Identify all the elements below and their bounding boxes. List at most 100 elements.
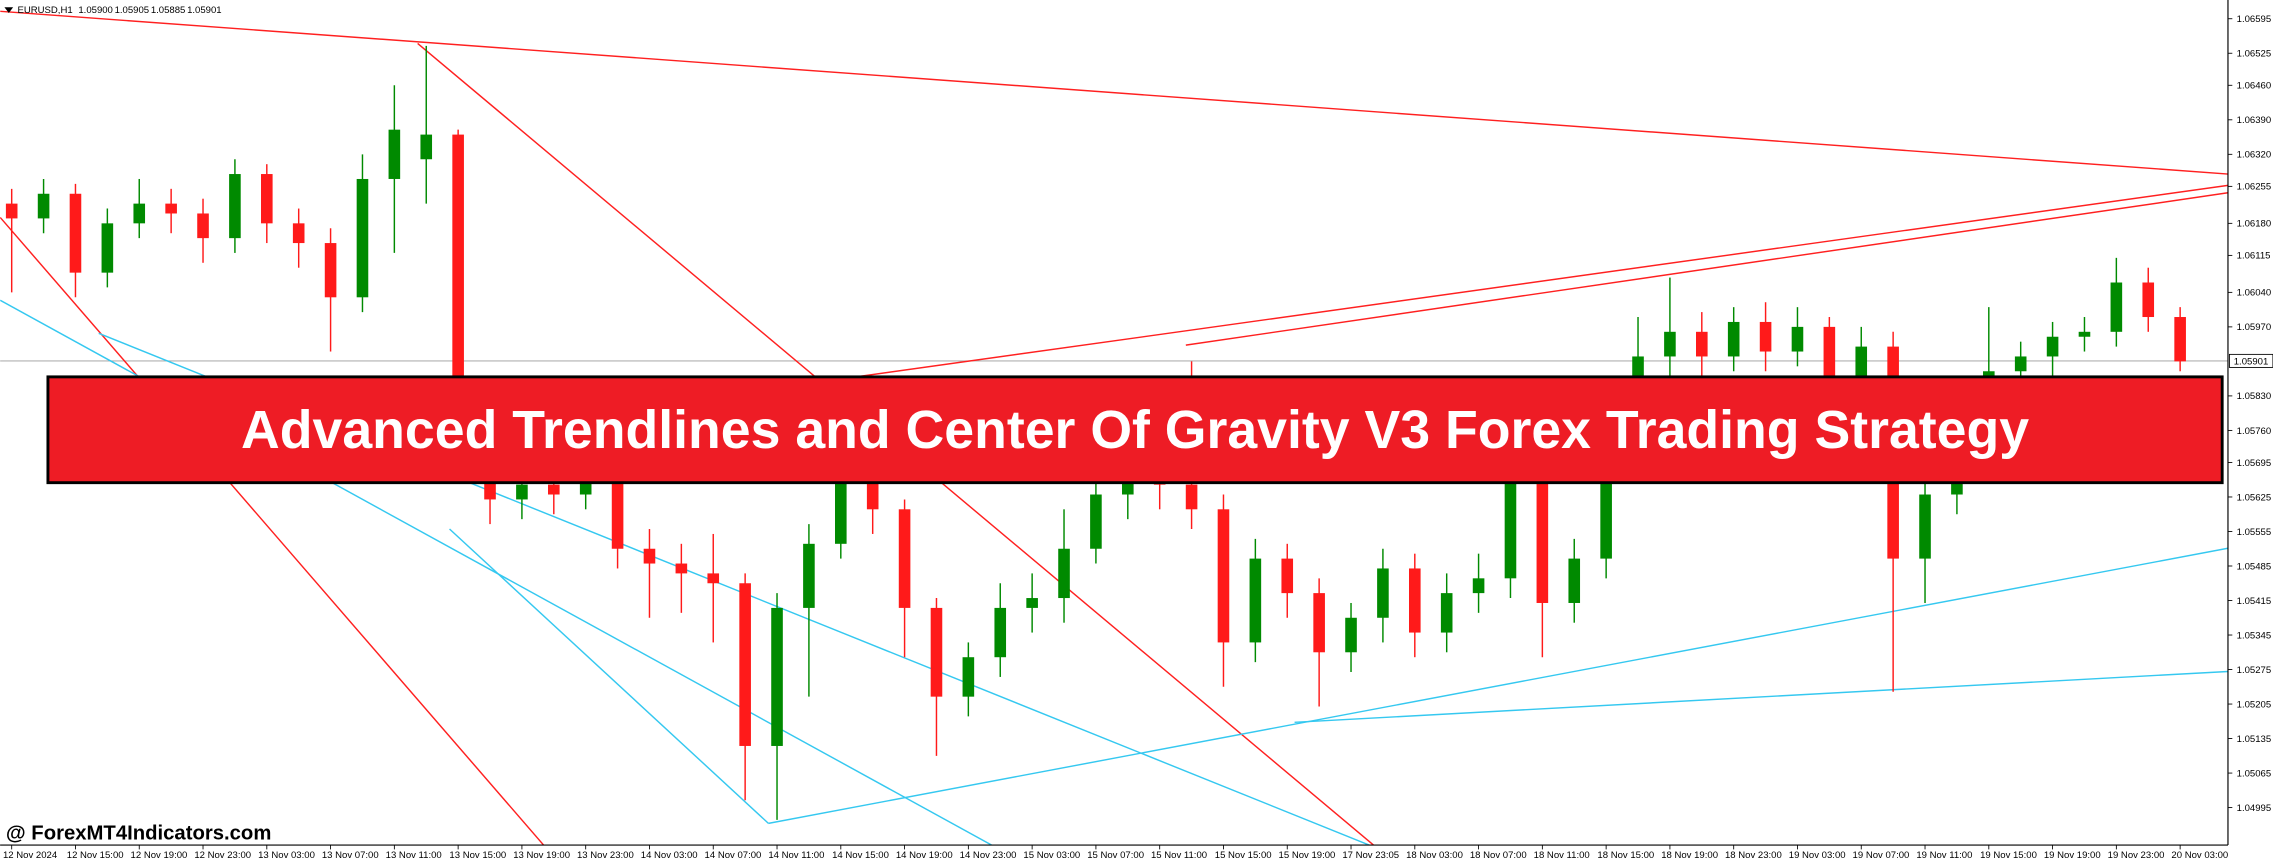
- x-tick-label: 18 Nov 15:00: [1597, 850, 1654, 861]
- x-tick-label: 14 Nov 11:00: [768, 850, 824, 861]
- candle-body: [1791, 326, 1804, 352]
- candle-body: [1249, 558, 1262, 643]
- header-icon: [4, 7, 14, 14]
- x-tick-label: 14 Nov 15:00: [832, 850, 889, 861]
- candle-body: [771, 607, 783, 746]
- trendline: [1185, 192, 2228, 346]
- candle-body: [1440, 593, 1453, 633]
- y-tick-label: 1.06320: [2237, 150, 2272, 161]
- x-tick-label: 19 Nov 23:00: [2108, 850, 2165, 861]
- candle-body: [356, 178, 369, 298]
- candle-body: [452, 134, 464, 436]
- candle-body: [2078, 331, 2091, 337]
- x-tick-label: 15 Nov 03:00: [1023, 850, 1080, 861]
- candle-body: [1823, 326, 1836, 377]
- candle-body: [2110, 282, 2123, 332]
- x-tick-label: 17 Nov 23:05: [1342, 850, 1399, 861]
- candle-body: [1759, 321, 1772, 352]
- candle-body: [803, 543, 815, 608]
- x-tick-label: 15 Nov 07:00: [1087, 850, 1144, 861]
- x-tick-label: 14 Nov 07:00: [705, 850, 762, 861]
- candle-body: [1855, 346, 1868, 377]
- x-tick-label: 18 Nov 23:00: [1725, 850, 1782, 861]
- candle-body: [516, 484, 528, 500]
- candle-body: [1504, 479, 1517, 579]
- candle-body: [835, 479, 847, 544]
- trendline: [804, 184, 2228, 385]
- y-tick-label: 1.05135: [2237, 734, 2272, 745]
- y-tick-label: 1.06525: [2237, 49, 2272, 60]
- candle-body: [1090, 494, 1102, 549]
- candle-body: [611, 479, 624, 549]
- candle-body: [1536, 479, 1549, 603]
- x-tick-label: 13 Nov 15:00: [449, 850, 506, 861]
- candle-body: [197, 213, 209, 239]
- y-tick-label: 1.05485: [2237, 561, 2272, 572]
- watermark: @ ForexMT4Indicators.com: [6, 822, 271, 844]
- candle-body: [165, 203, 177, 214]
- y-tick-label: 1.05625: [2237, 492, 2272, 503]
- candle-body: [1409, 568, 1421, 633]
- y-tick-label: 1.05970: [2237, 322, 2272, 333]
- y-tick-label: 1.06255: [2237, 182, 2272, 193]
- axes: 1.06595 1.06525 1.06460 1.06390 1.06320 1.062…: [3, 14, 2273, 861]
- x-tick-label: 15 Nov 19:00: [1279, 850, 1336, 861]
- candle-body: [643, 548, 656, 564]
- banner-title: Advanced Trendlines and Center Of Gravit…: [241, 400, 2029, 460]
- candle-body: [579, 479, 592, 495]
- trendline: [1294, 670, 2228, 724]
- candle-body: [261, 174, 273, 224]
- x-tick-label: 14 Nov 23:00: [960, 850, 1017, 861]
- candle-body: [1727, 321, 1740, 357]
- x-tick-label: 20 Nov 03:00: [2171, 850, 2228, 861]
- x-tick-label: 13 Nov 23:00: [577, 850, 634, 861]
- y-tick-label: 1.05065: [2237, 768, 2272, 779]
- trendline: [768, 547, 2228, 825]
- y-tick-label: 1.05275: [2237, 665, 2272, 676]
- x-tick-label: 15 Nov 15:00: [1215, 850, 1272, 861]
- y-tick-label: 1.05205: [2237, 699, 2272, 710]
- symbol: EURUSD,H1: [17, 5, 72, 16]
- header-price: 1.05900: [78, 5, 113, 16]
- candle-body: [2142, 282, 2155, 318]
- candle-body: [229, 174, 241, 239]
- candle-body: [1696, 331, 1708, 357]
- y-tick-label: 1.06115: [2237, 251, 2271, 262]
- candle-body: [2174, 317, 2186, 362]
- y-tick-label: 1.06180: [2237, 219, 2272, 230]
- candle-body: [1217, 509, 1230, 643]
- candle-body: [739, 583, 751, 746]
- candle-body: [1185, 484, 1198, 510]
- y-tick-label: 1.06390: [2237, 115, 2272, 126]
- y-tick-label: 1.05415: [2237, 596, 2272, 607]
- candle-body: [2046, 336, 2059, 357]
- candle-body: [420, 134, 433, 160]
- candle-body: [1568, 558, 1581, 603]
- candle-body: [133, 203, 146, 224]
- candle-body: [1058, 548, 1070, 599]
- candle-body: [69, 193, 82, 273]
- candle-body: [1377, 568, 1389, 618]
- y-tick-label: 1.06460: [2237, 81, 2272, 92]
- x-tick-label: 18 Nov 07:00: [1470, 850, 1527, 861]
- x-tick-label: 19 Nov 03:00: [1789, 850, 1846, 861]
- header-prices: 1.05900 1.05905 1.05885 1.05901: [78, 5, 221, 16]
- candle-body: [930, 607, 943, 697]
- candle-body: [962, 657, 975, 697]
- x-tick-label: 12 Nov 15:00: [67, 850, 124, 861]
- x-tick-label: 12 Nov 19:00: [131, 850, 188, 861]
- candle-body: [1313, 593, 1325, 653]
- candle-body: [1281, 558, 1294, 594]
- y-tick-label: 1.05555: [2237, 527, 2272, 538]
- x-tick-label: 13 Nov 07:00: [322, 850, 379, 861]
- candle-body: [994, 607, 1007, 658]
- candle-body: [292, 223, 305, 244]
- trendline: [0, 10, 2228, 175]
- x-tick-label: 18 Nov 19:00: [1661, 850, 1718, 861]
- x-tick-label: 19 Nov 11:00: [1916, 850, 1972, 861]
- header-price: 1.05905: [115, 5, 150, 16]
- candle-body: [1472, 578, 1485, 594]
- x-tick-label: 12 Nov 2024: [3, 850, 58, 861]
